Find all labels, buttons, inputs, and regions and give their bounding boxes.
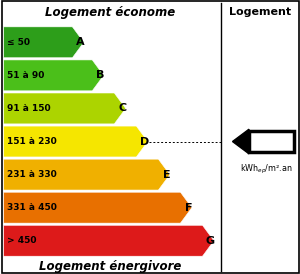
Text: 151 à 230: 151 à 230 xyxy=(7,137,56,146)
Polygon shape xyxy=(4,192,192,223)
Text: ≤ 50: ≤ 50 xyxy=(7,38,30,47)
Polygon shape xyxy=(4,27,84,58)
Text: G: G xyxy=(206,236,215,246)
Polygon shape xyxy=(4,126,148,157)
Text: C: C xyxy=(118,104,126,113)
Polygon shape xyxy=(232,129,249,154)
Text: D: D xyxy=(140,136,149,147)
Text: Logement énergivore: Logement énergivore xyxy=(39,260,182,273)
Polygon shape xyxy=(4,225,214,256)
Text: E: E xyxy=(163,170,170,179)
Polygon shape xyxy=(4,60,103,91)
Polygon shape xyxy=(4,93,126,124)
FancyBboxPatch shape xyxy=(249,131,294,152)
Text: 331 à 450: 331 à 450 xyxy=(7,203,56,212)
Text: 91 à 150: 91 à 150 xyxy=(7,104,50,113)
Polygon shape xyxy=(4,159,170,190)
Text: 51 à 90: 51 à 90 xyxy=(7,71,44,80)
Text: A: A xyxy=(76,37,85,47)
Text: > 450: > 450 xyxy=(7,236,36,245)
Text: Logement: Logement xyxy=(229,7,291,17)
Text: F: F xyxy=(185,203,192,213)
FancyBboxPatch shape xyxy=(2,1,298,273)
Text: B: B xyxy=(96,70,104,80)
Text: kWh$_{ep}$/m².an: kWh$_{ep}$/m².an xyxy=(240,163,292,176)
Text: Logement économe: Logement économe xyxy=(45,5,175,19)
Text: 231 à 330: 231 à 330 xyxy=(7,170,56,179)
